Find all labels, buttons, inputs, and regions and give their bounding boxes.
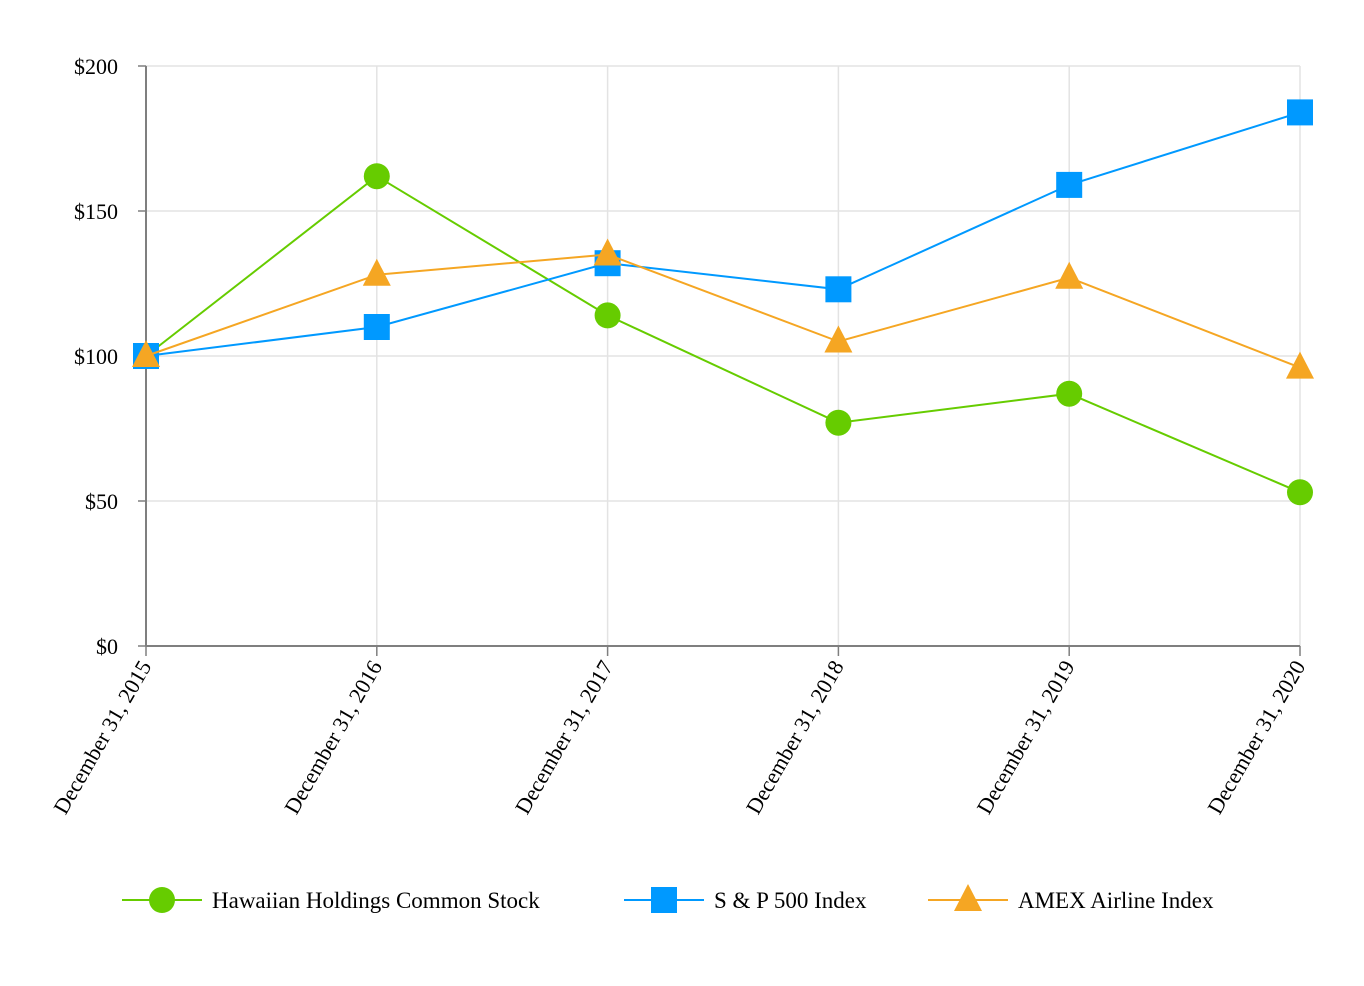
data-point bbox=[825, 409, 852, 436]
data-point bbox=[1055, 261, 1084, 289]
series-layer bbox=[132, 99, 1314, 506]
x-tick-label: December 31, 2020 bbox=[1202, 656, 1310, 818]
series-circle bbox=[133, 163, 1313, 506]
data-point bbox=[1287, 99, 1313, 126]
x-tick-label: December 31, 2019 bbox=[971, 656, 1079, 818]
data-point bbox=[594, 302, 621, 329]
data-point bbox=[132, 340, 160, 367]
y-tick-label: $200 bbox=[74, 54, 118, 79]
data-point bbox=[825, 276, 852, 303]
y-tick-label: $150 bbox=[74, 199, 118, 224]
data-point bbox=[1056, 171, 1083, 198]
series-line bbox=[145, 111, 1301, 357]
x-axis-ticks: December 31, 2015 December 31, 2016 Decemb… bbox=[48, 646, 1310, 818]
series-square bbox=[133, 99, 1313, 369]
legend-label: Hawaiian Holdings Common Stock bbox=[212, 888, 540, 913]
data-point bbox=[593, 238, 622, 266]
y-axis-ticks: $0 $50 $100 $150 $200 bbox=[74, 54, 146, 659]
x-tick-label: December 31, 2018 bbox=[741, 656, 849, 818]
series-triangle bbox=[132, 238, 1314, 379]
series-line bbox=[145, 174, 1301, 494]
legend-item: S & P 500 Index bbox=[624, 887, 867, 913]
data-point bbox=[1287, 479, 1313, 506]
legend: Hawaiian Holdings Common Stock S & P 500 … bbox=[122, 884, 1214, 913]
data-point bbox=[363, 163, 390, 190]
y-tick-label: $50 bbox=[85, 489, 118, 514]
data-point bbox=[362, 258, 391, 286]
data-point bbox=[824, 325, 853, 353]
legend-marker bbox=[149, 887, 175, 913]
legend-item: AMEX Airline Index bbox=[928, 884, 1214, 913]
x-tick-label: December 31, 2016 bbox=[279, 656, 387, 818]
data-point bbox=[363, 314, 390, 340]
x-tick-label: December 31, 2015 bbox=[48, 656, 156, 818]
legend-label: S & P 500 Index bbox=[714, 888, 867, 913]
y-tick-label: $100 bbox=[74, 344, 118, 369]
data-point bbox=[1056, 380, 1083, 407]
grid bbox=[146, 65, 1301, 646]
legend-marker bbox=[651, 887, 677, 913]
legend-marker bbox=[954, 884, 982, 911]
legend-item: Hawaiian Holdings Common Stock bbox=[122, 887, 540, 913]
x-tick-label: December 31, 2017 bbox=[510, 656, 618, 818]
data-point bbox=[1286, 351, 1314, 379]
y-tick-label: $0 bbox=[96, 634, 118, 659]
series-line bbox=[145, 253, 1301, 369]
legend-label: AMEX Airline Index bbox=[1018, 888, 1214, 913]
